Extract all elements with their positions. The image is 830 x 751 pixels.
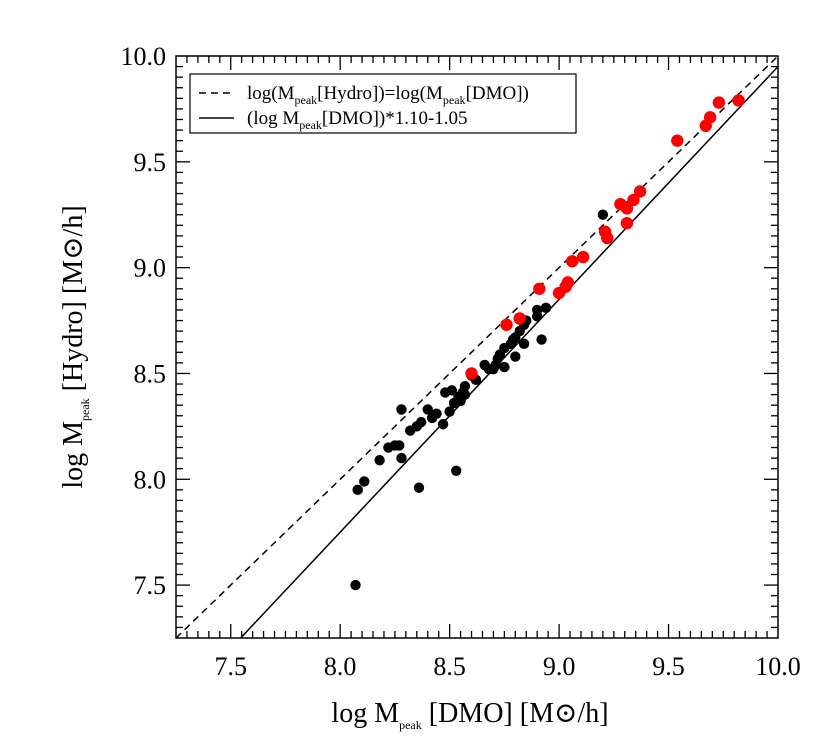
black-data-point [413,482,425,493]
red-data-point [533,282,546,295]
black-data-point [415,416,427,428]
black-data-point [394,440,405,451]
y-tick-label: 10.0 [121,42,167,71]
red-data-point [620,202,634,215]
fit-lines [176,56,778,638]
red-data-point [732,94,745,107]
legend-entry-solid: (log Mpeak[DMO])*1.10-1.05 [247,108,468,132]
red-data-point [500,318,513,331]
black-data-point [431,408,442,419]
x-tick-label: 7.5 [214,652,247,681]
x-tick-label: 8.5 [433,652,466,681]
red-data-point [671,134,684,147]
x-tick-label: 9.0 [543,652,576,681]
data-points [350,94,745,591]
y-tick-label: 9.0 [134,254,167,283]
black-data-point [499,361,510,373]
red-data-point [712,96,726,109]
black-data-point [396,452,407,464]
red-data-point [601,231,614,245]
black-data-point [350,579,361,591]
red-data-point [633,185,647,198]
black-data-point [536,334,547,345]
black-data-point [540,302,552,314]
red-data-point [513,312,526,325]
black-data-point [446,385,458,396]
legend-entry-dashed: log(Mpeak[Hydro])=log(Mpeak[DMO]) [247,83,529,107]
legend-box [189,73,577,134]
black-data-point [352,484,363,496]
black-data-point [532,304,543,316]
black-data-point [374,455,385,466]
dashed-fit-line [176,56,778,638]
solid-fit-line [239,66,778,638]
red-data-point [576,250,590,264]
x-axis-label: log Mpeak [DMO] [M⊙/h] [331,698,608,732]
black-data-point [396,404,407,415]
x-tick-label: 9.5 [652,652,685,681]
y-axis-label: log Mpeak [Hydro] [M⊙/h] [58,205,92,488]
black-data-point [459,389,471,400]
black-data-point [444,406,455,417]
red-data-point [566,255,579,268]
red-data-point [620,216,634,230]
black-data-point [451,465,462,477]
black-data-point [510,351,521,362]
legend: log(Mpeak[Hydro])=log(Mpeak[DMO]) (log M… [189,73,577,134]
black-data-point [518,338,530,350]
tick-labels: 7.5 8.0 8.5 9.0 9.5 10.0 7.5 8.0 8.5 9.0 9.5 10.0 [121,42,801,681]
y-tick-label: 9.5 [134,148,167,177]
red-data-point [703,111,717,124]
black-data-point [459,380,471,392]
x-tick-label: 8.0 [324,652,357,681]
black-data-point [597,209,609,220]
axis-ticks [176,56,778,638]
y-tick-label: 7.5 [134,571,167,600]
y-tick-label: 8.0 [134,465,167,494]
black-data-point [422,404,433,415]
red-data-point [465,367,478,380]
plot-frame [175,55,779,639]
x-tick-label: 10.0 [755,652,801,681]
y-tick-label: 8.5 [134,359,167,388]
red-data-point [561,276,575,289]
black-data-point [437,419,449,430]
black-data-point [359,476,370,487]
red-data-point [627,193,640,207]
